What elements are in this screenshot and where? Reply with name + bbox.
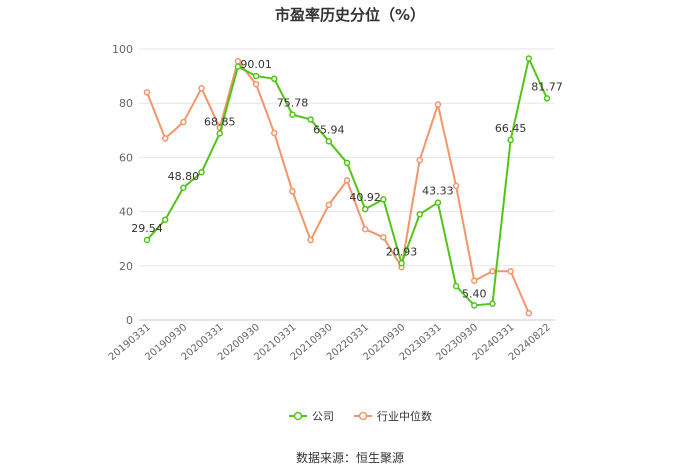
data-label: 75.78 — [277, 97, 309, 110]
data-source: 数据来源：恒生聚源 — [295, 451, 404, 465]
series-1-point — [361, 225, 369, 233]
series-1-point — [380, 234, 387, 241]
series-0-point — [416, 211, 423, 218]
series-1-point — [507, 267, 514, 275]
series-1-point — [180, 118, 187, 126]
series-0-point — [180, 184, 187, 192]
series-0-point — [361, 205, 369, 213]
series-1-point — [271, 129, 278, 137]
series-0-point — [525, 55, 533, 62]
series-1-point — [343, 177, 351, 184]
y-tick-label: 40 — [119, 206, 133, 219]
series-1-point — [325, 201, 333, 209]
series-0-point — [325, 138, 333, 145]
legend-label: 公司 — [312, 410, 334, 423]
y-tick-label: 80 — [119, 97, 133, 110]
series-0-point — [161, 216, 169, 223]
series-0-point — [452, 282, 460, 290]
data-label: 43.33 — [422, 185, 454, 198]
series-1-point — [416, 156, 423, 164]
data-label: 81.77 — [531, 80, 563, 93]
series-0-point — [434, 199, 442, 206]
series-0-point — [543, 95, 551, 102]
series-0-point — [234, 63, 242, 70]
series-0-point — [198, 169, 205, 176]
series-1-point — [143, 89, 151, 96]
series-0-point — [471, 302, 478, 309]
data-label: 66.45 — [495, 122, 527, 135]
data-label: 65.94 — [313, 123, 345, 136]
series-1-point — [198, 85, 205, 92]
data-label: 48.80 — [168, 170, 200, 183]
series-0-point — [216, 130, 223, 137]
series-0-point — [143, 236, 151, 244]
series-0-point — [271, 75, 278, 83]
series-1-point — [434, 101, 442, 108]
legend-label: 行业中位数 — [377, 409, 432, 423]
series-1-point — [489, 267, 496, 275]
series-1-point — [452, 182, 460, 190]
series-0-point — [307, 116, 314, 123]
series-0-point — [380, 196, 387, 203]
legend-swatch-marker — [293, 411, 303, 421]
data-label: 40.92 — [349, 191, 381, 204]
legend-swatch-marker — [358, 411, 368, 421]
chart-title: 市盈率历史分位（%） — [274, 6, 426, 24]
series-1-point — [161, 135, 169, 142]
data-label: 68.85 — [204, 115, 236, 128]
data-label: 90.01 — [240, 58, 272, 71]
series-0-point — [489, 300, 496, 307]
series-1-point — [252, 80, 260, 88]
series-1-point — [289, 188, 296, 195]
series-line-1 — [146, 59, 530, 314]
series-1-point — [525, 309, 533, 317]
y-tick-label: 0 — [126, 314, 133, 327]
data-label: 20.93 — [386, 245, 418, 258]
series-1-point — [307, 236, 314, 244]
series-0-point — [398, 260, 405, 267]
series-0-point — [289, 111, 296, 118]
series-0-point — [343, 159, 351, 167]
data-label: 5.40 — [462, 287, 487, 300]
y-tick-label: 60 — [119, 151, 133, 164]
data-label: 29.54 — [131, 222, 163, 235]
series-0-point — [507, 136, 514, 144]
y-tick-label: 20 — [119, 260, 133, 273]
y-tick-label: 100 — [112, 43, 133, 56]
series-1-point — [471, 277, 478, 284]
series-0-point — [252, 72, 260, 80]
